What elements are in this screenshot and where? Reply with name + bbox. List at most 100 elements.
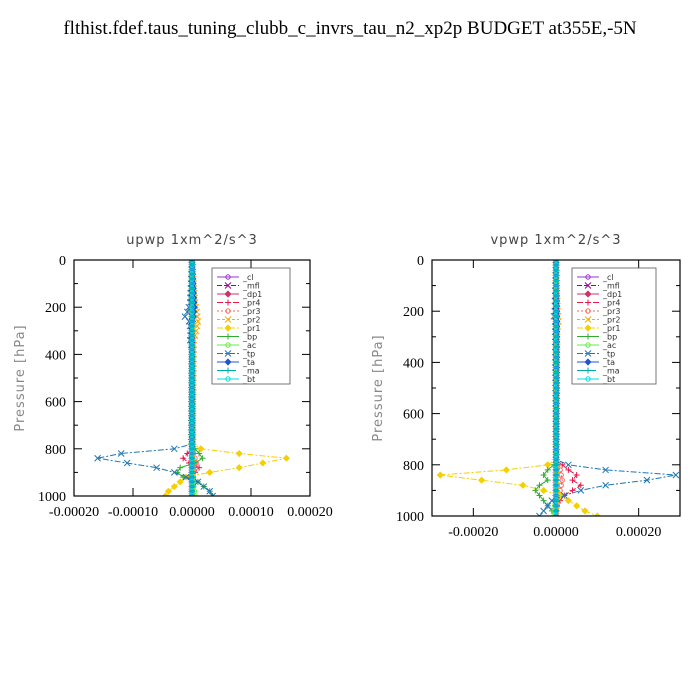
series-marker xyxy=(544,502,552,510)
series-marker xyxy=(153,464,160,472)
y-tick-label: 200 xyxy=(45,301,66,316)
series-marker xyxy=(553,380,559,386)
legend-label: _dp1 xyxy=(242,290,262,299)
series-marker xyxy=(170,445,178,453)
x-tick-label: -0.00020 xyxy=(49,505,99,520)
series-marker xyxy=(577,487,585,494)
series-line-pr3 xyxy=(555,260,563,516)
series-marker xyxy=(553,339,559,345)
legend-label: _mfl xyxy=(242,282,260,291)
series-marker xyxy=(553,308,559,314)
series-marker xyxy=(553,323,559,330)
series-marker xyxy=(540,472,547,479)
series-marker xyxy=(199,455,206,462)
y-tick-label: 800 xyxy=(403,459,424,474)
series-line-tp xyxy=(539,260,676,516)
series-marker xyxy=(553,421,559,427)
series-marker xyxy=(478,476,486,484)
series-marker xyxy=(573,502,581,510)
series-marker xyxy=(176,478,184,486)
series-marker xyxy=(553,492,559,499)
series-marker xyxy=(553,400,559,407)
legend-label: _bp xyxy=(602,333,617,342)
series-marker xyxy=(569,477,576,484)
series-marker xyxy=(602,481,609,489)
legend-marker xyxy=(224,290,232,298)
legend-label: _pr3 xyxy=(242,307,260,316)
series-group xyxy=(94,260,290,496)
series-marker xyxy=(182,473,190,481)
series-marker xyxy=(672,471,680,479)
x-tick-label: 0.00010 xyxy=(228,505,274,520)
series-marker xyxy=(553,482,559,488)
series-marker xyxy=(553,385,559,391)
x-tick-label: 0.00000 xyxy=(169,505,215,520)
legend: _cl_mfl_dp1_pr4_pr3_pr2_pr1_bp_ac_tp_ta_… xyxy=(211,267,291,385)
y-tick-label: 600 xyxy=(403,408,424,423)
series-marker xyxy=(544,466,551,473)
x-tick-label: 0.00020 xyxy=(616,525,662,540)
series-marker xyxy=(540,507,547,515)
series-marker xyxy=(200,483,208,490)
legend-marker xyxy=(225,299,231,306)
series-marker xyxy=(553,395,559,401)
x-tick-label: -0.00010 xyxy=(108,505,158,520)
legend-label: _ma xyxy=(242,367,260,376)
series-marker xyxy=(553,431,559,437)
y-tick-label: 200 xyxy=(403,305,424,320)
series-marker xyxy=(553,354,559,360)
series-marker xyxy=(553,277,559,284)
y-tick-label: 1000 xyxy=(38,490,66,505)
series-line-tp xyxy=(97,260,214,496)
series-marker xyxy=(536,492,543,499)
series-marker xyxy=(553,298,559,304)
series-marker xyxy=(553,267,559,273)
series-marker xyxy=(197,445,205,453)
series-marker xyxy=(123,459,131,467)
legend-label: _pr2 xyxy=(242,316,260,325)
series-marker xyxy=(553,477,559,483)
series-marker xyxy=(536,482,543,489)
panel-title: upwp 1xm^2/s^3 xyxy=(126,233,258,248)
legend-marker xyxy=(224,324,232,332)
legend-label: _dp1 xyxy=(602,290,622,299)
series-marker xyxy=(602,466,609,474)
legend-marker xyxy=(584,350,592,357)
series-marker xyxy=(161,492,170,496)
series-marker xyxy=(569,487,576,494)
legend-marker xyxy=(225,342,231,348)
series-marker xyxy=(544,461,552,469)
series-marker xyxy=(553,451,559,458)
series-marker xyxy=(183,308,191,316)
series-marker xyxy=(540,497,547,504)
series-marker xyxy=(553,441,559,448)
series-marker xyxy=(553,313,559,320)
series-marker xyxy=(235,449,243,458)
y-tick-label: 0 xyxy=(417,254,424,269)
series-marker xyxy=(553,375,559,381)
series-marker xyxy=(553,390,559,396)
legend-label: _pr2 xyxy=(602,316,620,325)
plot-frame xyxy=(73,259,311,497)
legend-label: _ma xyxy=(602,367,620,376)
series-marker xyxy=(553,497,559,504)
chart-panel-2: vpwp 1xm^2/s^3 Pressure [hPa] 0 200 400 600 80… xyxy=(371,233,681,540)
panel-title: vpwp 1xm^2/s^3 xyxy=(490,233,621,248)
series-marker xyxy=(553,344,559,350)
series-marker xyxy=(436,471,444,479)
series-marker xyxy=(540,486,548,494)
legend-label: _pr3 xyxy=(602,307,620,316)
series-marker xyxy=(177,464,184,471)
series-marker xyxy=(519,481,527,489)
series-marker xyxy=(206,468,214,476)
y-tick-label: 800 xyxy=(45,443,66,458)
legend-marker xyxy=(585,376,591,382)
y-tick-label: 400 xyxy=(403,356,424,371)
legend-marker xyxy=(225,333,231,340)
legend-box xyxy=(211,267,291,385)
plot-frame xyxy=(431,259,681,517)
series-marker xyxy=(502,466,510,474)
series-marker xyxy=(553,282,559,289)
series-marker xyxy=(564,497,572,505)
series-marker xyxy=(94,454,101,462)
